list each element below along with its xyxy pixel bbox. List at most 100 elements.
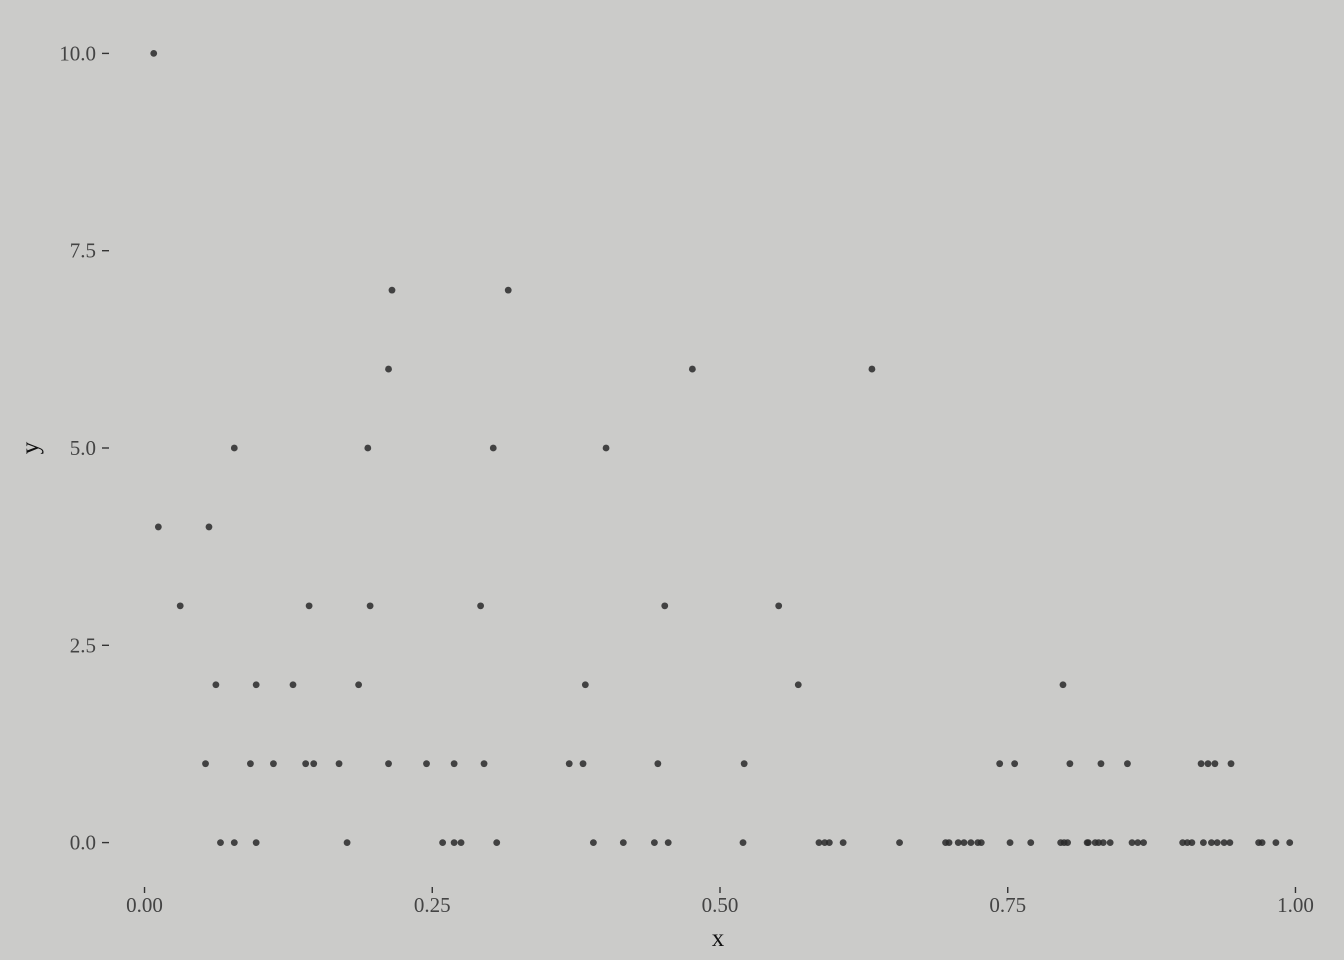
data-point [217, 839, 224, 846]
data-point [1220, 839, 1228, 846]
data-point [504, 286, 512, 294]
data-point [212, 681, 220, 689]
x-axis-title: x [712, 925, 725, 952]
data-point [896, 839, 903, 846]
data-point [480, 760, 488, 768]
data-point [1272, 839, 1280, 846]
data-point [1227, 760, 1235, 768]
data-point [1134, 839, 1142, 846]
data-point [230, 444, 238, 452]
data-point [252, 681, 260, 689]
data-point [1213, 839, 1221, 846]
data-point [202, 760, 209, 768]
data-point [589, 839, 597, 846]
data-point [289, 681, 297, 689]
data-point [385, 365, 392, 373]
data-point [335, 760, 343, 768]
data-point [1211, 760, 1219, 768]
data-point [343, 839, 351, 846]
data-point [1059, 681, 1067, 689]
data-point [1006, 839, 1014, 846]
data-point [270, 760, 277, 768]
data-point [1208, 839, 1215, 846]
data-point [579, 760, 587, 768]
data-point [230, 839, 238, 846]
data-point [740, 760, 748, 768]
data-point [996, 760, 1004, 768]
data-point [954, 839, 962, 846]
y-tick-label: 10.0 [59, 41, 96, 65]
x-tick-label: 0.75 [989, 893, 1026, 917]
data-point [565, 760, 573, 768]
data-point [1099, 839, 1107, 846]
data-point [1084, 839, 1092, 846]
data-point [457, 839, 465, 846]
data-points [150, 50, 1294, 846]
data-point [1258, 839, 1266, 846]
data-point [1286, 839, 1294, 846]
data-point [581, 681, 589, 689]
x-tick-label: 0.25 [414, 893, 451, 917]
data-point [1226, 839, 1234, 846]
data-point [310, 760, 318, 768]
data-point [664, 839, 672, 846]
data-point [654, 760, 662, 768]
data-point [1011, 760, 1019, 768]
x-tick-label: 0.00 [126, 893, 163, 917]
data-point [839, 839, 847, 846]
data-point [1188, 839, 1196, 846]
y-tick-label: 0.0 [70, 831, 96, 855]
data-point [423, 760, 430, 768]
data-point [1064, 839, 1071, 846]
data-point [1124, 760, 1131, 768]
data-point [489, 444, 497, 452]
data-point [977, 839, 985, 846]
y-tick-label: 7.5 [70, 239, 96, 263]
data-point [1106, 839, 1114, 846]
data-point [439, 839, 447, 846]
y-tick-label: 5.0 [70, 436, 96, 460]
data-point [602, 444, 610, 452]
data-point [815, 839, 823, 846]
data-point [385, 760, 392, 768]
data-point [388, 286, 396, 294]
data-point [1204, 760, 1212, 768]
data-point [794, 681, 802, 689]
data-point [1066, 760, 1074, 768]
y-axis-title: y [17, 441, 44, 454]
data-point [650, 839, 658, 846]
x-tick-label: 1.00 [1277, 893, 1314, 917]
data-point [355, 681, 363, 689]
data-point [1199, 839, 1207, 846]
data-point [247, 760, 254, 768]
data-point [868, 365, 876, 373]
data-point [688, 365, 696, 373]
data-point [1197, 760, 1205, 768]
data-point [366, 602, 374, 610]
y-axis: 0.0 2.5 5.0 7.5 10.0 [59, 41, 109, 855]
data-point [450, 760, 458, 768]
data-point [825, 839, 833, 846]
data-point [619, 839, 627, 846]
data-point [176, 602, 184, 610]
data-point [150, 50, 158, 57]
y-tick-label: 2.5 [70, 633, 96, 657]
data-point [205, 523, 213, 531]
data-point [364, 444, 372, 452]
data-point [252, 839, 260, 846]
data-point [1097, 760, 1105, 768]
data-point [154, 523, 162, 531]
data-point [960, 839, 968, 846]
data-point [302, 760, 310, 768]
x-axis: 0.00 0.25 0.50 0.75 1.00 [126, 887, 1314, 917]
data-point [739, 839, 747, 846]
x-tick-label: 0.50 [702, 893, 739, 917]
data-point [967, 839, 975, 846]
data-point [477, 602, 485, 610]
data-point [661, 602, 669, 610]
data-point [1140, 839, 1147, 846]
data-point [305, 602, 313, 610]
data-point [1027, 839, 1035, 846]
data-point [493, 839, 501, 846]
